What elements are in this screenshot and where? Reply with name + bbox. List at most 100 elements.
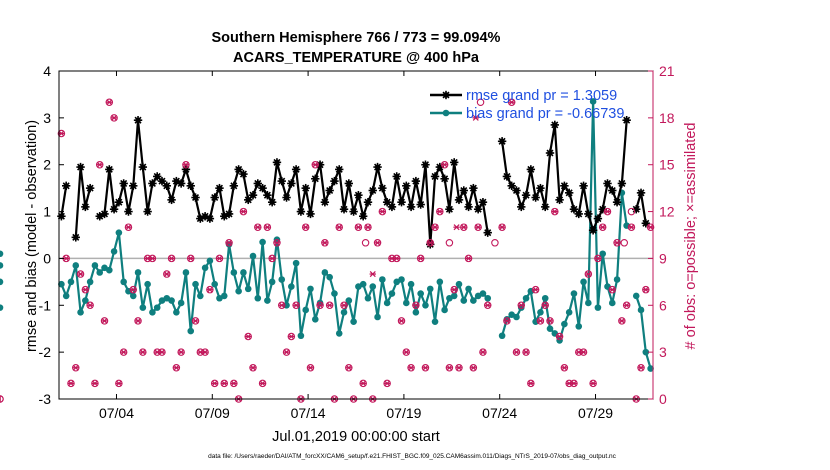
rmse-point bbox=[368, 186, 377, 195]
bias-point bbox=[484, 294, 492, 302]
bias-point bbox=[608, 299, 616, 307]
bias-point bbox=[235, 287, 242, 295]
obs-assimilated-point bbox=[312, 161, 319, 168]
rmse-point bbox=[450, 158, 459, 167]
rmse-point bbox=[234, 165, 243, 174]
rmse-point bbox=[397, 198, 406, 207]
obs-assimilated-point bbox=[383, 380, 391, 387]
obs-assimilated-point bbox=[518, 302, 525, 309]
obs-assimilated-point bbox=[355, 224, 362, 231]
rmse-point bbox=[296, 207, 306, 216]
y-right-tick-label: 9 bbox=[659, 250, 667, 266]
bias-point bbox=[637, 306, 645, 314]
rmse-point bbox=[406, 202, 416, 212]
obs-assimilated-point bbox=[551, 208, 558, 215]
y-tick-label: 2 bbox=[43, 157, 51, 173]
bias-point bbox=[388, 290, 396, 297]
rmse-point bbox=[358, 212, 368, 221]
obs-assimilated-point bbox=[470, 364, 477, 371]
obs-assimilated-point bbox=[206, 286, 214, 293]
rmse-point bbox=[421, 160, 430, 169]
bias-point bbox=[177, 299, 185, 307]
bias-point bbox=[546, 325, 554, 333]
rmse-series bbox=[57, 116, 651, 249]
obs-assimilated-point bbox=[302, 224, 309, 231]
rmse-point bbox=[512, 186, 521, 195]
bias-point bbox=[288, 283, 295, 290]
rmse-point bbox=[186, 181, 195, 190]
obs-assimilated-point bbox=[340, 302, 348, 309]
bias-point bbox=[0, 250, 4, 258]
obs-assimilated-point bbox=[637, 364, 645, 371]
obs-assimilated-point bbox=[230, 380, 238, 387]
bias-point bbox=[436, 278, 444, 286]
obs-assimilated-point bbox=[609, 286, 616, 293]
obs-assimilated-point bbox=[580, 349, 587, 356]
bias-point bbox=[307, 285, 314, 293]
rmse-point bbox=[478, 198, 488, 207]
rmse-point bbox=[176, 179, 186, 188]
rmse-point bbox=[622, 116, 631, 125]
bias-point bbox=[201, 264, 209, 272]
rmse-point bbox=[133, 116, 143, 125]
obs-assimilated-point bbox=[455, 364, 463, 371]
rmse-point bbox=[129, 181, 138, 190]
rmse-point bbox=[517, 202, 526, 212]
y-right-tick-label: 18 bbox=[659, 110, 675, 126]
rmse-point bbox=[335, 165, 344, 174]
y-right-tick-label: 3 bbox=[659, 344, 667, 360]
obs-assimilated-point bbox=[642, 286, 650, 293]
bias-point bbox=[374, 313, 381, 321]
x-axis-label: Jul.01,2019 00:00:00 start bbox=[272, 429, 440, 445]
obs-assimilated-point bbox=[556, 333, 563, 340]
obs-count-series bbox=[0, 98, 655, 403]
y-tick-label: -2 bbox=[39, 344, 52, 360]
rmse-point bbox=[157, 176, 167, 186]
rmse-point bbox=[564, 188, 574, 198]
x-tick-label: 07/14 bbox=[291, 405, 326, 421]
obs-assimilated-point bbox=[283, 349, 290, 356]
x-tick-label: 07/24 bbox=[482, 405, 517, 421]
rmse-point bbox=[205, 214, 215, 223]
obs-assimilated-point bbox=[62, 255, 70, 262]
bias-point bbox=[58, 280, 65, 288]
y-tick-label: 1 bbox=[43, 204, 51, 220]
bias-point bbox=[407, 280, 415, 288]
rmse-point bbox=[100, 209, 109, 219]
obs-assimilated-point bbox=[522, 349, 530, 356]
obs-assimilated-point bbox=[374, 239, 381, 246]
rmse-point bbox=[277, 176, 286, 186]
obs-assimilated-point bbox=[254, 224, 261, 231]
obs-assimilated-point bbox=[542, 302, 549, 309]
rmse-point bbox=[272, 158, 282, 167]
rmse-point bbox=[287, 179, 296, 188]
obs-assimilated-point bbox=[273, 239, 281, 246]
obs-assimilated-point bbox=[201, 349, 209, 356]
rmse-point bbox=[330, 176, 339, 186]
bias-point bbox=[331, 290, 338, 297]
obs-assimilated-point bbox=[561, 364, 568, 371]
rmse-point bbox=[411, 176, 421, 186]
rmse-point bbox=[574, 209, 583, 219]
obs-assimilated-point bbox=[369, 271, 376, 278]
bias-point bbox=[398, 276, 405, 283]
x-tick-label: 07/29 bbox=[578, 405, 613, 421]
bias-point bbox=[570, 290, 578, 297]
rmse-point bbox=[473, 205, 483, 214]
bias-point bbox=[364, 294, 372, 302]
bias-point bbox=[96, 269, 104, 276]
rmse-point bbox=[210, 193, 219, 202]
obs-assimilated-point bbox=[474, 224, 482, 231]
bias-point bbox=[91, 262, 99, 269]
obs-assimilated-point bbox=[412, 302, 420, 309]
bias-point bbox=[647, 365, 654, 372]
obs-assimilated-point bbox=[259, 380, 266, 387]
bias-point bbox=[379, 276, 386, 283]
obs-assimilated-point bbox=[628, 224, 635, 231]
bias-point bbox=[206, 257, 214, 265]
rmse-point bbox=[378, 183, 387, 193]
rmse-point bbox=[325, 186, 334, 195]
bias-point bbox=[359, 280, 367, 288]
obs-assimilated-point bbox=[436, 208, 444, 215]
bias-point bbox=[0, 304, 4, 311]
